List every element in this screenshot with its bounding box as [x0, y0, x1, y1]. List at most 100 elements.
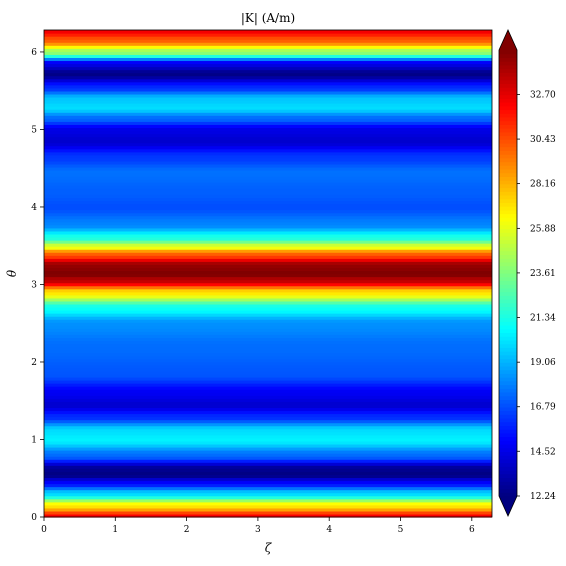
- heatmap-row: [44, 340, 492, 345]
- heatmap-row: [44, 81, 492, 86]
- heatmap-row: [44, 279, 492, 284]
- heatmap-row: [44, 328, 492, 332]
- colorbar-swatch: [499, 94, 517, 99]
- colorbar-swatch: [499, 68, 517, 73]
- y-tick-label: 5: [31, 125, 37, 135]
- heatmap-row: [44, 243, 492, 247]
- colorbar-swatch: [499, 198, 517, 203]
- colorbar-swatch: [499, 358, 517, 363]
- heatmap-row: [44, 267, 492, 272]
- heatmap-row: [44, 489, 492, 494]
- colorbar-swatch: [499, 451, 517, 456]
- heatmap-row: [44, 36, 492, 40]
- colorbar-swatch: [499, 336, 517, 341]
- heatmap-row: [44, 413, 492, 418]
- heatmap-row: [44, 440, 492, 445]
- colorbar-swatch: [499, 365, 517, 371]
- colorbar-tick-label: 16.79: [530, 403, 556, 413]
- heatmap-row: [44, 446, 492, 451]
- heatmap-row: [44, 246, 492, 250]
- heatmap-row: [44, 75, 492, 80]
- colorbar-swatch: [499, 492, 517, 497]
- colorbar-swatch: [499, 105, 517, 111]
- heatmap-row: [44, 142, 492, 147]
- heatmap-row: [44, 96, 492, 101]
- colorbar-swatch: [499, 429, 517, 434]
- colorbar-swatch: [499, 269, 517, 274]
- colorbar-swatch: [499, 50, 517, 55]
- heatmap-row: [44, 130, 492, 135]
- colorbar-swatch: [499, 425, 517, 430]
- y-tick-label: 6: [31, 48, 37, 58]
- colorbar-swatch: [499, 351, 517, 356]
- colorbar-swatch: [499, 265, 517, 270]
- colorbar-swatch: [499, 79, 517, 85]
- colorbar-swatch: [499, 113, 517, 118]
- x-axis: 0 1 2 3 4 5 6: [41, 517, 475, 535]
- colorbar-swatch: [499, 284, 517, 289]
- heatmap-row: [44, 498, 492, 503]
- heatmap-row: [44, 276, 492, 281]
- y-tick-label: 1: [31, 435, 37, 445]
- y-tick-label: 4: [31, 203, 37, 213]
- heatmap-row: [44, 166, 492, 171]
- heatmap-row: [44, 48, 492, 52]
- y-axis-label: θ: [5, 269, 19, 277]
- colorbar-swatch: [499, 57, 517, 62]
- colorbar-swatch: [499, 458, 517, 464]
- colorbar-swatch: [499, 347, 517, 352]
- heatmap-row: [44, 398, 492, 402]
- heatmap-row: [44, 163, 492, 168]
- heatmap-row: [44, 492, 492, 497]
- heatmap-row: [44, 273, 492, 278]
- heatmap-row: [44, 203, 492, 208]
- heatmap-row: [44, 173, 492, 177]
- heatmap-row: [44, 346, 492, 351]
- heatmap-row: [44, 236, 492, 241]
- colorbar-tick-label: 30.43: [530, 135, 556, 145]
- colorbar-swatch: [499, 306, 517, 311]
- colorbar-swatch: [499, 176, 517, 181]
- heatmap-row: [44, 319, 492, 323]
- heatmap-row: [44, 139, 492, 144]
- colorbar-swatch: [499, 254, 517, 259]
- x-tick-label: 6: [469, 525, 475, 535]
- colorbar-tick-label: 32.70: [530, 91, 556, 101]
- colorbar-tick-label: 25.88: [530, 224, 556, 234]
- heatmap-row: [44, 507, 492, 512]
- colorbar-swatch: [499, 142, 517, 148]
- heatmap-row: [44, 459, 492, 463]
- colorbar-swatch: [499, 246, 517, 252]
- heatmap-row: [44, 221, 492, 226]
- heatmap-row: [44, 145, 492, 150]
- heatmap-row: [44, 133, 492, 138]
- colorbar-swatch: [499, 53, 517, 59]
- colorbar-swatch: [499, 481, 517, 486]
- colorbar-swatch: [499, 213, 517, 218]
- x-tick-label: 4: [326, 525, 332, 535]
- colorbar-tick-label: 28.16: [530, 180, 556, 190]
- colorbar-tick-label: 21.34: [530, 313, 556, 323]
- colorbar-swatch: [499, 462, 517, 467]
- heatmap-row: [44, 227, 492, 232]
- colorbar-swatch: [499, 321, 517, 326]
- colorbar-swatch: [499, 102, 517, 107]
- colorbar-swatch: [499, 313, 517, 319]
- heatmap-row: [44, 252, 492, 256]
- heatmap-row: [44, 313, 492, 317]
- colorbar-swatch: [499, 414, 517, 419]
- colorbar-swatch: [499, 172, 517, 177]
- y-tick-label: 0: [31, 513, 37, 523]
- heatmap-row: [44, 200, 492, 205]
- heatmap-row: [44, 106, 492, 110]
- heatmap-row: [44, 380, 492, 384]
- heatmap-row: [44, 437, 492, 442]
- colorbar-swatch: [499, 120, 517, 125]
- heatmap-row: [44, 60, 492, 65]
- heatmap-row: [44, 331, 492, 335]
- heatmap-row: [44, 386, 492, 390]
- heatmap-row: [44, 431, 492, 436]
- heatmap-row: [44, 361, 492, 366]
- heatmap-row: [44, 197, 492, 202]
- heatmap-row: [44, 407, 492, 412]
